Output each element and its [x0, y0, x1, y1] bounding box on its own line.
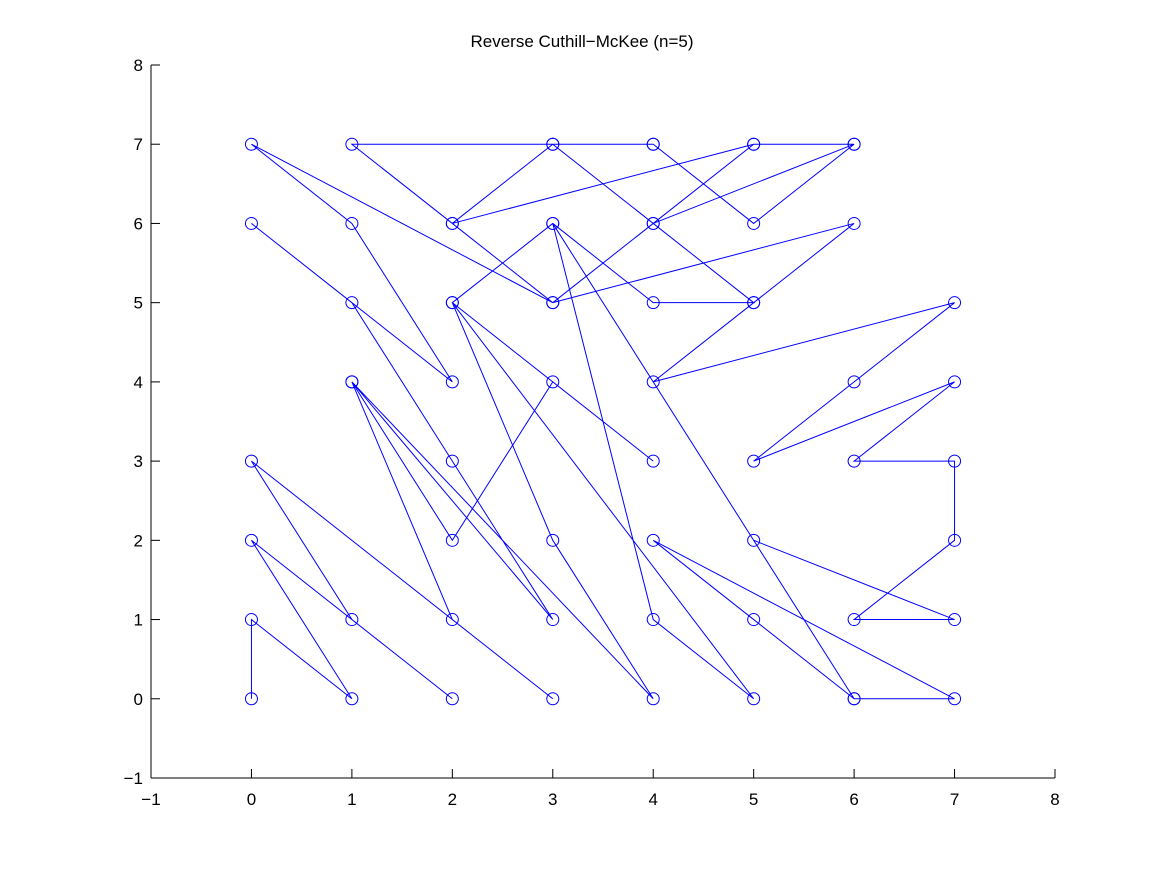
data-point-marker — [948, 375, 962, 389]
data-point-marker — [646, 296, 660, 310]
data-point-marker — [345, 692, 359, 706]
series-layer — [244, 137, 962, 706]
data-point-marker — [646, 454, 660, 468]
data-point-marker — [546, 375, 560, 389]
data-point-marker — [847, 216, 861, 230]
data-point-marker — [345, 137, 359, 151]
data-point-marker — [948, 454, 962, 468]
data-point-marker — [546, 692, 560, 706]
data-point-marker — [948, 692, 962, 706]
data-point-marker — [747, 613, 761, 627]
y-tick-label: 8 — [134, 56, 143, 75]
y-tick-label: 0 — [134, 690, 143, 709]
data-point-marker — [445, 454, 459, 468]
data-point-marker — [445, 375, 459, 389]
data-point-marker — [847, 375, 861, 389]
data-point-marker — [445, 692, 459, 706]
data-point-marker — [847, 454, 861, 468]
x-tick-label: 0 — [247, 790, 256, 809]
data-point-marker — [244, 137, 258, 151]
x-tick-label: 5 — [749, 790, 758, 809]
y-tick-label: 7 — [134, 135, 143, 154]
data-point-marker — [345, 375, 359, 389]
data-point-marker — [445, 216, 459, 230]
x-tick-label: 3 — [548, 790, 557, 809]
y-tick-label: 4 — [134, 373, 143, 392]
x-tick-label: 6 — [849, 790, 858, 809]
data-point-marker — [244, 613, 258, 627]
data-point-marker — [546, 613, 560, 627]
data-point-marker — [345, 613, 359, 627]
x-tick-label: 7 — [950, 790, 959, 809]
x-tick-label: 4 — [648, 790, 657, 809]
x-tick-label: −1 — [141, 790, 160, 809]
data-point-marker — [747, 216, 761, 230]
data-point-marker — [646, 613, 660, 627]
data-point-marker — [747, 137, 761, 151]
data-point-marker — [546, 137, 560, 151]
series-line — [250, 143, 956, 700]
data-point-marker — [747, 454, 761, 468]
data-point-marker — [445, 533, 459, 547]
data-point-marker — [646, 692, 660, 706]
data-point-marker — [244, 533, 258, 547]
y-tick-label: −1 — [124, 769, 143, 788]
data-point-marker — [345, 296, 359, 310]
data-point-marker — [546, 533, 560, 547]
y-tick-label: 6 — [134, 214, 143, 233]
x-tick-label: 8 — [1050, 790, 1059, 809]
data-point-marker — [244, 692, 258, 706]
y-tick-label: 1 — [134, 611, 143, 630]
data-point-marker — [948, 533, 962, 547]
y-tick-label: 3 — [134, 452, 143, 471]
data-point-marker — [948, 613, 962, 627]
chart-title: Reverse Cuthill−McKee (n=5) — [470, 32, 694, 51]
data-point-marker — [646, 375, 660, 389]
data-point-marker — [445, 613, 459, 627]
data-point-marker — [747, 533, 761, 547]
data-point-marker — [244, 216, 258, 230]
data-point-marker — [546, 216, 560, 230]
y-tick-label: 5 — [134, 294, 143, 313]
data-point-marker — [646, 216, 660, 230]
x-tick-label: 1 — [347, 790, 356, 809]
data-point-marker — [646, 137, 660, 151]
data-point-marker — [847, 613, 861, 627]
data-point-marker — [847, 137, 861, 151]
axes: −1 0 1 2 3 4 5 6 7 8 −1 0 1 2 3 4 5 6 7 8 — [124, 56, 1060, 809]
data-point-marker — [345, 216, 359, 230]
data-point-marker — [847, 692, 861, 706]
data-point-marker — [948, 296, 962, 310]
y-tick-label: 2 — [134, 531, 143, 550]
data-point-marker — [546, 296, 560, 310]
x-tick-label: 2 — [448, 790, 457, 809]
data-point-marker — [747, 296, 761, 310]
data-point-marker — [747, 692, 761, 706]
data-point-marker — [244, 454, 258, 468]
data-point-marker — [646, 533, 660, 547]
data-point-marker — [445, 296, 459, 310]
